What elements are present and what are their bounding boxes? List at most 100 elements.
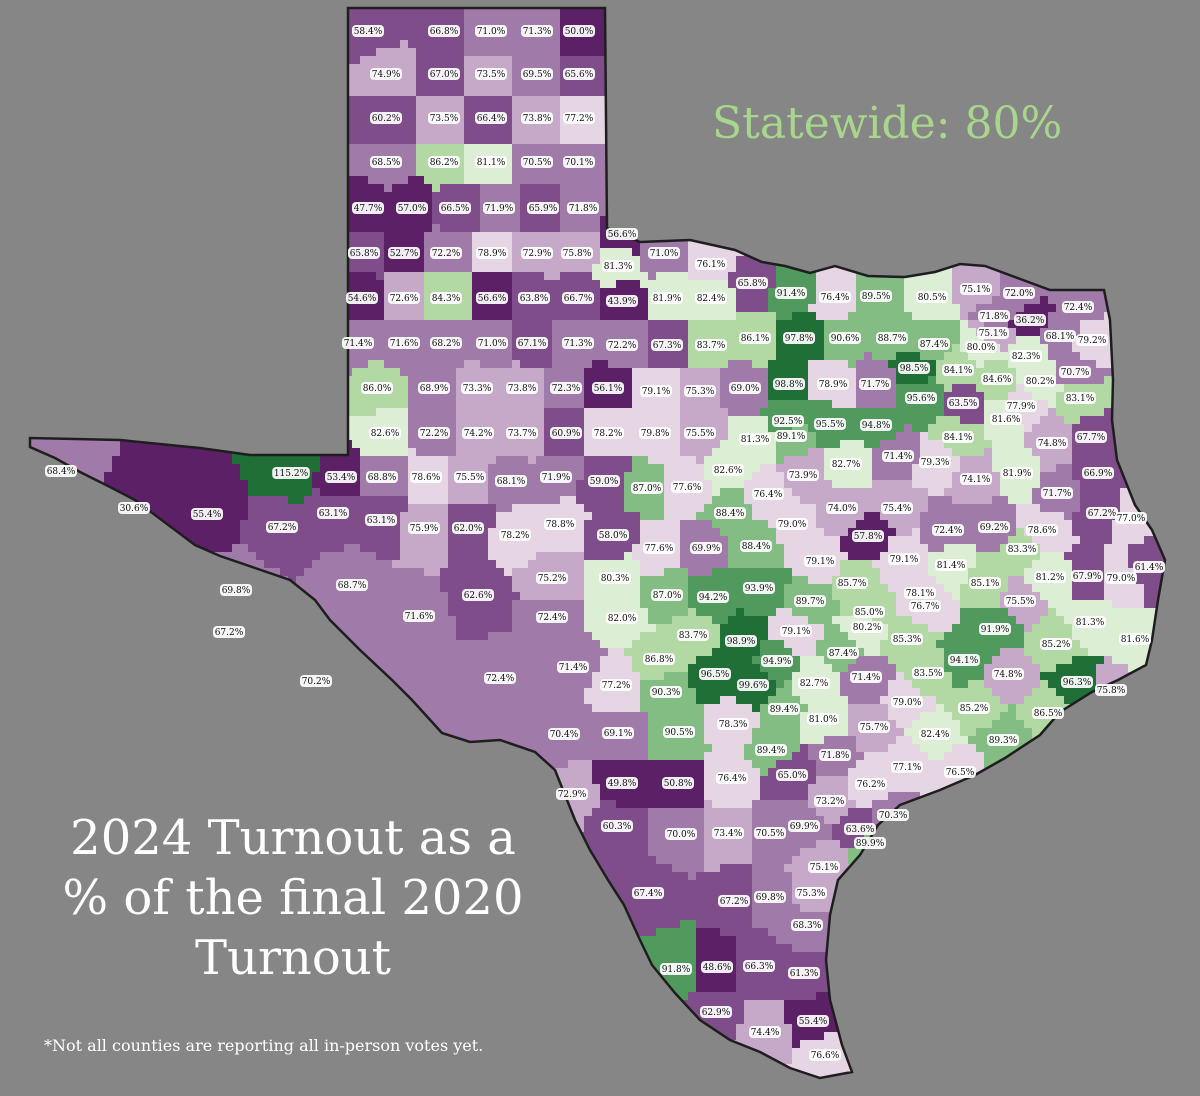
county-fill [256,128,264,136]
county-fill [696,88,704,96]
county-fill [520,144,528,152]
county-fill [1160,64,1165,72]
county-fill [688,72,696,80]
county-fill [240,256,248,264]
county-fill [912,0,920,8]
county-fill [672,128,680,136]
county-fill [320,216,328,224]
county-fill [440,240,448,248]
county-fill [640,136,648,144]
county-fill [944,48,952,56]
county-fill [424,128,432,136]
county-fill [336,192,344,200]
county-fill [1136,16,1144,24]
county-fill [1104,160,1112,168]
county-fill [520,224,528,232]
county-fill [688,0,696,8]
county-fill [1192,64,1200,72]
county-fill [328,240,336,248]
county-fill [1192,144,1200,152]
county-fill [408,152,416,160]
county-fill [688,160,696,168]
county-fill [592,104,600,112]
county-fill [56,112,64,120]
county-fill [352,72,360,80]
county-fill [1088,208,1096,216]
county-fill [696,80,704,88]
county-fill [336,200,344,208]
county-fill [640,32,648,40]
county-fill [624,128,632,136]
county-fill [136,224,144,232]
county-fill [744,56,752,64]
county-fill [312,0,320,8]
county-fill [360,88,368,96]
county-fill [200,152,208,160]
county-fill [992,184,1000,192]
county-fill [400,56,408,64]
county-fill [232,112,240,120]
county-fill [544,8,552,16]
county-fill [688,8,696,16]
county-fill [280,176,288,184]
county-fill [840,192,848,200]
county-fill [688,32,696,40]
county-fill [176,56,184,64]
county-fill [168,160,176,168]
county-fill [632,96,640,104]
county-fill [312,208,320,216]
county-fill [576,144,584,152]
county-fill [696,152,704,160]
county-fill [440,192,448,200]
county-fill [680,72,688,80]
county-fill [88,32,96,40]
county-fill [288,24,296,32]
county-fill [968,32,976,40]
county-fill [968,256,976,264]
county-fill [656,24,664,32]
county-fill [928,72,936,80]
county-fill [888,200,896,208]
county-fill [960,72,968,80]
county-fill [128,96,136,104]
county-fill [968,216,976,224]
county-fill [1176,8,1184,16]
county-fill [952,48,960,56]
county-fill [744,80,752,88]
county-fill [688,64,696,72]
county-fill [40,216,48,224]
county-fill [1112,32,1120,40]
county-fill [376,40,384,48]
county-fill [480,144,488,152]
county-fill [768,8,776,16]
county-fill [992,200,1000,208]
county-fill [1040,48,1048,56]
county-fill [296,176,304,184]
county-fill [520,80,528,88]
county-fill [392,40,400,48]
county-fill [904,80,912,88]
county-fill [88,64,96,72]
county-fill [448,192,456,200]
county-fill [784,0,792,8]
county-fill [536,216,544,224]
county-fill [448,80,456,88]
county-fill [1080,160,1088,168]
county-fill [272,184,280,192]
county-fill [88,48,96,56]
county-fill [184,96,192,104]
county-fill [840,248,848,256]
county-fill [608,40,616,48]
county-fill [976,0,984,8]
county-fill [504,72,512,80]
county-fill [680,208,688,216]
county-fill [184,16,192,24]
county-fill [920,80,928,88]
county-fill [696,104,704,112]
county-fill [56,16,64,24]
county-fill [72,224,80,232]
county-fill [600,208,608,216]
county-fill [856,240,864,248]
county-fill [904,160,912,168]
county-fill [240,0,248,8]
